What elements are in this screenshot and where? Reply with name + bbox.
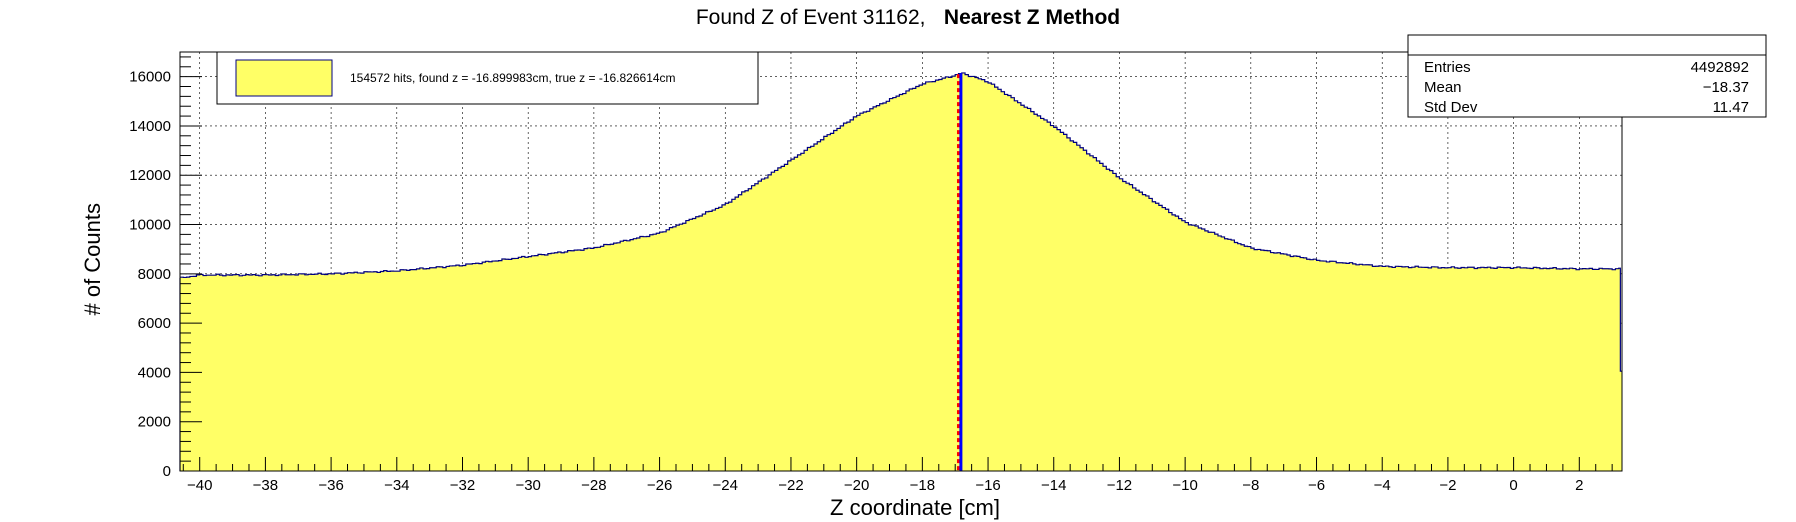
axis-ticks [180, 56, 1613, 472]
y-axis-label: # of Counts [80, 203, 105, 316]
x-tick-label: −20 [844, 477, 869, 494]
x-axis-label: Z coordinate [cm] [830, 495, 1000, 520]
x-tick-label: −2 [1439, 477, 1456, 494]
stats-box: Entries 4492892 Mean −18.37 Std Dev 11.4… [1407, 34, 1767, 118]
histogram-outline [180, 72, 1622, 372]
x-tick-label: −38 [253, 477, 278, 494]
y-tick-label: 2000 [138, 414, 171, 431]
x-tick-label: −26 [647, 477, 672, 494]
x-tick-label: 2 [1575, 477, 1583, 494]
stats-mean-label: Mean [1424, 79, 1462, 96]
x-tick-label: −40 [187, 477, 212, 494]
x-tick-label: −14 [1041, 477, 1066, 494]
plot-frame [179, 51, 1623, 472]
chart-title: Found Z of Event 31162, Nearest Z Method [696, 6, 1120, 29]
x-tick-label: −36 [318, 477, 343, 494]
x-tick-label: −16 [975, 477, 1000, 494]
y-tick-label: 4000 [138, 364, 171, 381]
x-tick-label: −34 [384, 477, 409, 494]
x-tick-label: −18 [910, 477, 935, 494]
y-tick-labels: 0 2000 4000 6000 8000 10000 12000 14000 16000 [129, 69, 171, 480]
stats-mean-value: −18.37 [1703, 79, 1749, 96]
stats-std-value: 11.47 [1713, 99, 1749, 116]
histogram-fill [180, 72, 1622, 471]
x-tick-label: −4 [1374, 477, 1391, 494]
x-tick-label: −32 [450, 477, 475, 494]
y-tick-label: 10000 [129, 217, 171, 234]
y-tick-label: 16000 [129, 69, 171, 86]
y-tick-label: 6000 [138, 315, 171, 332]
y-tick-label: 12000 [129, 167, 171, 184]
x-tick-label: −12 [1107, 477, 1132, 494]
x-tick-label: −10 [1172, 477, 1197, 494]
y-tick-label: 8000 [138, 266, 171, 283]
x-tick-labels: −40 −38 −36 −34 −32 −30 −28 −26 −24 −22 −20 −18 −16−… [187, 477, 1583, 494]
x-tick-label: −30 [515, 477, 540, 494]
x-tick-label: −24 [713, 477, 738, 494]
legend-text: 154572 hits, found z = -16.899983cm, tru… [350, 71, 676, 85]
title-main: Found Z of Event 31162, [696, 6, 926, 29]
stats-entries-label: Entries [1424, 59, 1471, 76]
x-tick-label: −28 [581, 477, 606, 494]
legend-swatch [235, 59, 333, 97]
x-tick-label: 0 [1509, 477, 1517, 494]
x-tick-label: −6 [1308, 477, 1325, 494]
histogram-bars [179, 72, 1622, 471]
x-tick-label: −8 [1242, 477, 1259, 494]
x-tick-label: −22 [778, 477, 803, 494]
stats-frame [1407, 34, 1767, 118]
legend: 154572 hits, found z = -16.899983cm, tru… [216, 51, 759, 105]
svg-text:Found Z of Event 31162,: Found Z of Event 31162, Nearest Z Method [696, 6, 1120, 29]
stats-entries-value: 4492892 [1691, 59, 1749, 76]
z-markers [956, 73, 963, 471]
y-tick-label: 14000 [129, 118, 171, 135]
stats-std-label: Std Dev [1424, 99, 1478, 116]
y-tick-label: 0 [163, 463, 171, 480]
title-method: Nearest Z Method [944, 6, 1120, 29]
